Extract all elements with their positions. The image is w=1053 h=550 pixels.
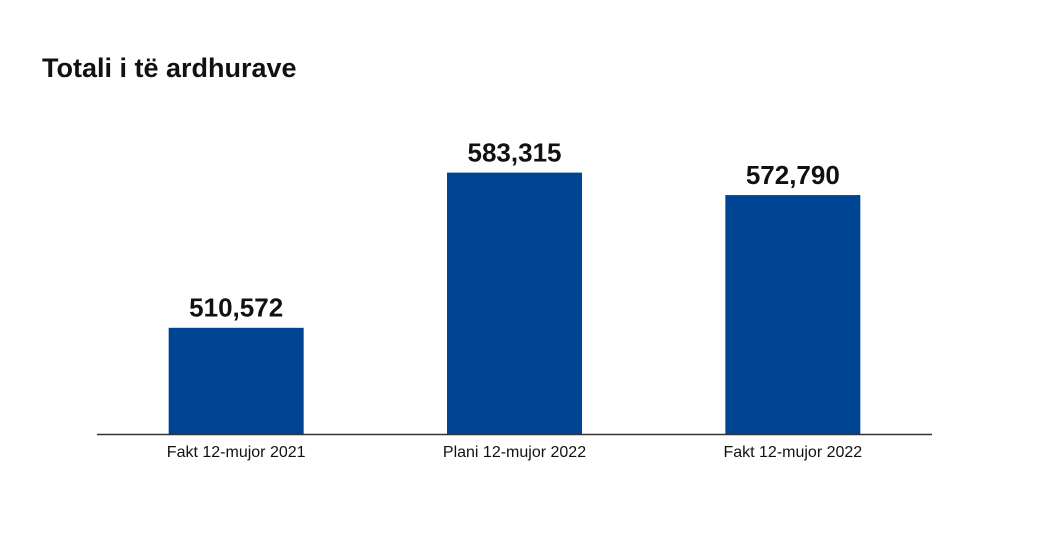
bar (168, 327, 304, 434)
chart-title: Totali i të ardhurave (42, 53, 297, 83)
value-label: 583,315 (468, 137, 562, 167)
value-label: 510,572 (189, 293, 283, 323)
bar (447, 172, 582, 434)
x-tick-label: Fakt 12-mujor 2021 (167, 444, 306, 461)
x-tick-label: Plani 12-mujor 2022 (443, 444, 586, 461)
bar (725, 195, 861, 434)
value-label: 572,790 (746, 160, 840, 190)
x-tick-label: Fakt 12-mujor 2022 (723, 444, 862, 461)
